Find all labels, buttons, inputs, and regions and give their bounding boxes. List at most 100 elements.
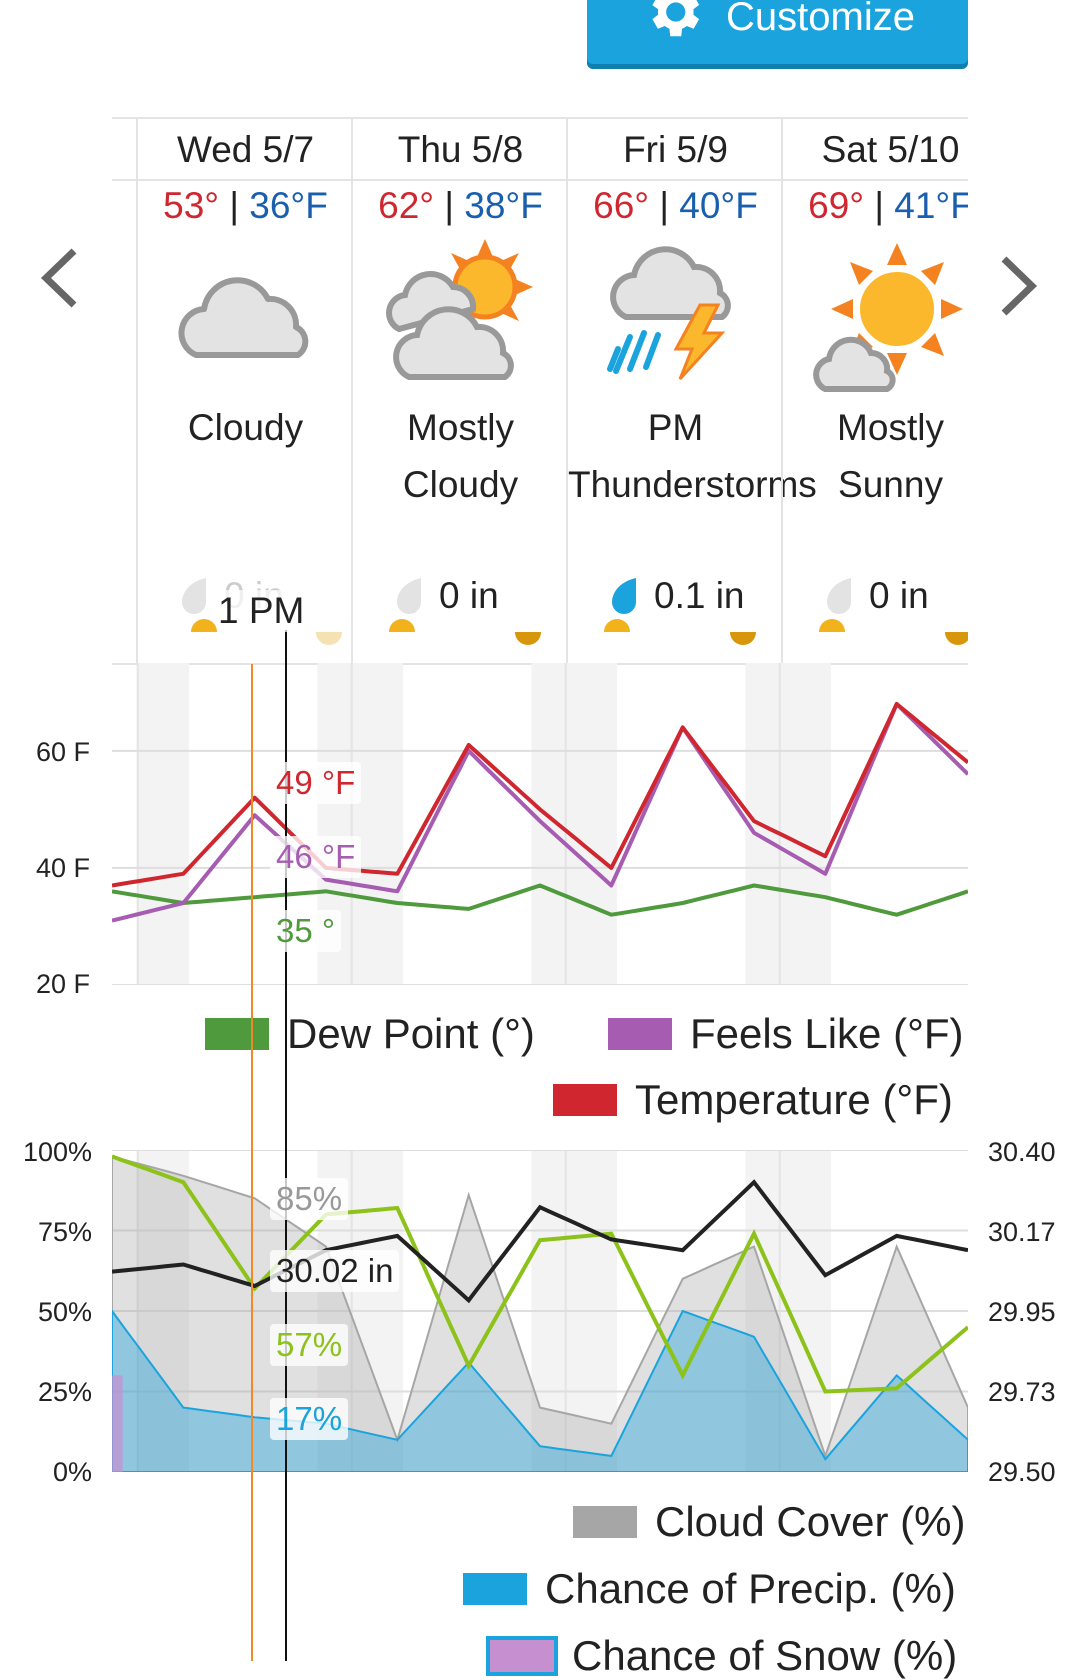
legend-precip[interactable]: Chance of Precip. (%) <box>463 1565 956 1613</box>
tooltip-cloud-cover: 85% <box>270 1178 349 1220</box>
y-tick-left: 25% <box>37 1377 92 1407</box>
y-tick-left: 50% <box>37 1297 92 1327</box>
sunset-icon <box>730 632 756 645</box>
y-tick-right: 29.50 <box>988 1457 1056 1487</box>
condition-line-2: Cloudy <box>402 464 519 505</box>
tooltip-pressure: 30.02 in <box>270 1250 400 1292</box>
high-temp: 53° <box>163 185 220 226</box>
legend-label: Chance of Precip. (%) <box>545 1565 956 1612</box>
sunrise-icon <box>389 619 415 632</box>
raindrop-icon <box>397 578 421 614</box>
low-temp: 38°F <box>464 185 543 226</box>
raindrop-icon <box>612 578 636 614</box>
series-line-1 <box>112 702 968 923</box>
now-marker-line <box>251 664 253 1661</box>
y-tick-right: 30.17 <box>988 1217 1056 1247</box>
y-tick-left: 75% <box>37 1217 92 1247</box>
low-temp: 36°F <box>249 185 328 226</box>
pressure-line <box>112 1179 968 1304</box>
legend-dew-point[interactable]: Dew Point (°) <box>205 1010 535 1058</box>
condition-line-2: Sunny <box>838 464 943 505</box>
legend-label: Feels Like (°F) <box>690 1010 964 1057</box>
night-band <box>137 663 190 985</box>
day-name: Thu 5/8 <box>397 129 524 170</box>
low-temp: 40°F <box>679 185 758 226</box>
raindrop-icon <box>827 578 851 614</box>
precip-value: 0 in <box>439 575 499 616</box>
precip-amount: 0 in <box>393 571 563 621</box>
high-temp: 66° <box>593 185 650 226</box>
sunrise-icon <box>191 619 217 632</box>
legend-temperature[interactable]: Temperature (°F) <box>553 1076 953 1124</box>
precip-cloud-chart[interactable] <box>112 1150 968 1472</box>
sunset-icon <box>316 632 342 645</box>
customize-button[interactable]: Customize <box>587 0 968 64</box>
humidity-line <box>112 1154 968 1394</box>
day-name: Fri 5/9 <box>623 129 728 170</box>
day-temps: 66° | 40°F <box>593 185 758 226</box>
daily-forecast-strip: Wed 5/7 53° | 36°F Cloudy 0 in Thu 5/8 6… <box>112 117 968 665</box>
day-column[interactable]: Wed 5/7 53° | 36°F Cloudy 0 in <box>136 119 353 663</box>
y-tick-right: 29.95 <box>988 1297 1056 1327</box>
next-days-button[interactable] <box>996 253 1040 335</box>
day-temps: 62° | 38°F <box>378 185 543 226</box>
legend-swatch <box>608 1018 672 1050</box>
sunrise-icon <box>604 619 630 632</box>
sunset-icon <box>945 632 968 645</box>
thunderstorm-icon <box>607 246 731 381</box>
legend-feels-like[interactable]: Feels Like (°F) <box>608 1010 964 1058</box>
legend-cloud-cover[interactable]: Cloud Cover (%) <box>573 1498 965 1546</box>
sunrise-icon <box>819 619 845 632</box>
sunset-icon <box>515 632 541 645</box>
cloudy-icon <box>178 277 309 358</box>
y-tick-left: 100% <box>22 1137 92 1167</box>
low-temp: 41°F <box>894 185 968 226</box>
customize-label: Customize <box>726 0 915 39</box>
tooltip-temperature: 49 °F <box>270 762 362 804</box>
legend-label: Dew Point (°) <box>287 1010 535 1057</box>
precip-value: 0.1 in <box>654 575 745 616</box>
prev-days-button[interactable] <box>38 245 82 327</box>
tooltip-humidity: 57% <box>270 1324 349 1366</box>
y-tick: 20 F <box>35 969 90 999</box>
precip-value: 0 in <box>869 575 929 616</box>
cursor-time-label: 1 PM <box>218 590 305 632</box>
series-line-2 <box>112 883 968 917</box>
day-name: Sat 5/10 <box>821 129 960 170</box>
snow-area <box>112 1375 123 1472</box>
day-name: Wed 5/7 <box>176 129 315 170</box>
gear-icon <box>640 0 706 55</box>
chevron-left-icon <box>40 248 77 308</box>
legend-label: Cloud Cover (%) <box>655 1498 966 1545</box>
legend-label: Chance of Snow (%) <box>572 1632 958 1679</box>
temperature-chart[interactable] <box>112 663 968 985</box>
precip-amount: 0 in <box>823 571 968 621</box>
legend-swatch <box>205 1018 269 1050</box>
legend-snow[interactable]: Chance of Snow (%) <box>486 1632 958 1680</box>
high-temp: 62° <box>378 185 435 226</box>
precip-amount: 0.1 in <box>608 571 778 621</box>
y-tick-right: 30.40 <box>988 1137 1056 1167</box>
legend-swatch <box>553 1084 617 1116</box>
legend-swatch <box>463 1573 527 1605</box>
raindrop-icon <box>182 578 206 614</box>
series-line-0 <box>112 702 968 888</box>
y-tick-right: 29.73 <box>988 1377 1056 1407</box>
condition-line-1: Cloudy <box>187 407 304 448</box>
y-tick-left: 0% <box>52 1457 92 1487</box>
cloud-cover-area <box>112 1155 968 1472</box>
legend-swatch <box>486 1636 558 1676</box>
day-column[interactable]: Thu 5/8 62° | 38°F Mostly Cloudy 0 in <box>351 119 568 663</box>
day-temps: 53° | 36°F <box>163 185 328 226</box>
condition-line-1: Mostly <box>407 407 514 448</box>
tooltip-dew-point: 35 ° <box>270 910 342 952</box>
day-column[interactable]: Fri 5/9 66° | 40°F PM Thunderstorms 0.1 … <box>566 119 817 663</box>
condition-line-2: Thunderstorms <box>568 464 817 505</box>
tooltip-feels-like: 46 °F <box>270 836 362 878</box>
mostly-sunny-icon <box>813 243 963 392</box>
condition-line-1: Mostly <box>837 407 944 448</box>
cursor-line[interactable] <box>285 630 287 1661</box>
tooltip-precip: 17% <box>270 1398 349 1440</box>
day-column[interactable]: Sat 5/10 69° | 41°F Mostly Sunny 0 in <box>781 119 968 663</box>
legend-swatch <box>573 1506 637 1538</box>
